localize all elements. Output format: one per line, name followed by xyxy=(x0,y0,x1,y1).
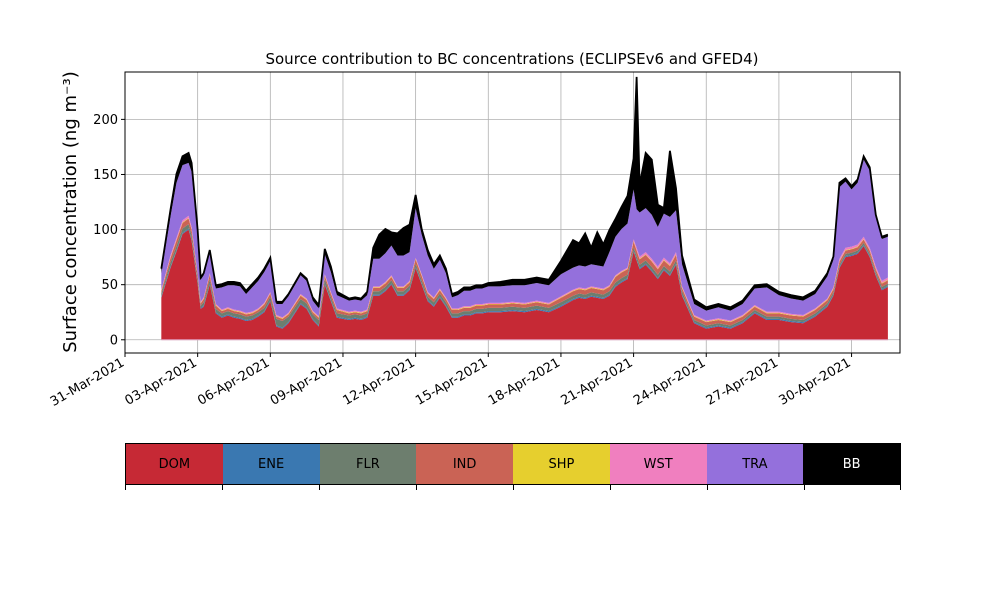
legend-ticks xyxy=(125,485,901,491)
plot-frame xyxy=(124,71,901,354)
legend-tick xyxy=(319,485,320,490)
legend-item-ene: ENE xyxy=(222,444,320,484)
legend-item-wst: WST xyxy=(609,444,707,484)
legend-tick xyxy=(804,485,805,490)
y-axis-label: Surface concentration (ng m⁻³) xyxy=(60,71,81,353)
chart-title: Source contribution to BC concentrations… xyxy=(265,50,758,68)
legend-item-tra: TRA xyxy=(706,444,804,484)
x-tick-label: 09-Apr-2021 xyxy=(268,355,345,408)
y-tick-label: 50 xyxy=(101,278,118,293)
x-tick-label: 31-Mar-2021 xyxy=(48,355,127,409)
series-area-dom xyxy=(161,229,888,340)
x-tick-label: 30-Apr-2021 xyxy=(776,355,853,408)
legend-item-dom: DOM xyxy=(126,444,223,484)
y-tick-label: 150 xyxy=(93,168,118,183)
legend-label: FLR xyxy=(355,456,380,472)
legend-item-bb: BB xyxy=(803,444,900,484)
total-outline xyxy=(160,76,889,309)
legend-colorbar: DOM ENE FLR IND SHP WST TRA BB xyxy=(125,443,901,485)
legend-label: IND xyxy=(452,456,477,472)
x-tick-label: 12-Apr-2021 xyxy=(341,355,418,408)
y-tick-label: 0 xyxy=(110,333,118,348)
legend-tick xyxy=(513,485,514,490)
y-tick-label: 100 xyxy=(93,223,118,238)
legend-label: DOM xyxy=(158,456,191,472)
series-area-tra xyxy=(161,159,888,321)
x-tick-label: 06-Apr-2021 xyxy=(195,355,272,408)
stacked-area-chart: Source contribution to BC concentrations… xyxy=(48,50,901,410)
legend-tick xyxy=(125,485,126,490)
x-tick-label: 15-Apr-2021 xyxy=(413,355,490,408)
legend-tick xyxy=(707,485,708,490)
legend-item-shp: SHP xyxy=(513,444,610,484)
legend-item-ind: IND xyxy=(416,444,513,484)
legend-label: SHP xyxy=(548,456,575,472)
legend-tick xyxy=(900,485,901,490)
x-tick-label: 03-Apr-2021 xyxy=(123,355,200,408)
legend-label: ENE xyxy=(258,456,285,472)
x-tick-label: 24-Apr-2021 xyxy=(631,355,708,408)
legend-label: WST xyxy=(643,456,673,472)
legend-tick xyxy=(610,485,611,490)
legend-label: BB xyxy=(842,456,861,472)
x-tick-label: 21-Apr-2021 xyxy=(558,355,635,408)
x-tick-label: 27-Apr-2021 xyxy=(704,355,781,408)
legend-tick xyxy=(222,485,223,490)
y-tick-label: 200 xyxy=(93,113,118,128)
series-areas xyxy=(160,76,889,341)
legend-item-flr: FLR xyxy=(319,444,417,484)
x-tick-label: 18-Apr-2021 xyxy=(486,355,563,408)
legend-tick xyxy=(416,485,417,490)
legend-label: TRA xyxy=(742,456,768,472)
